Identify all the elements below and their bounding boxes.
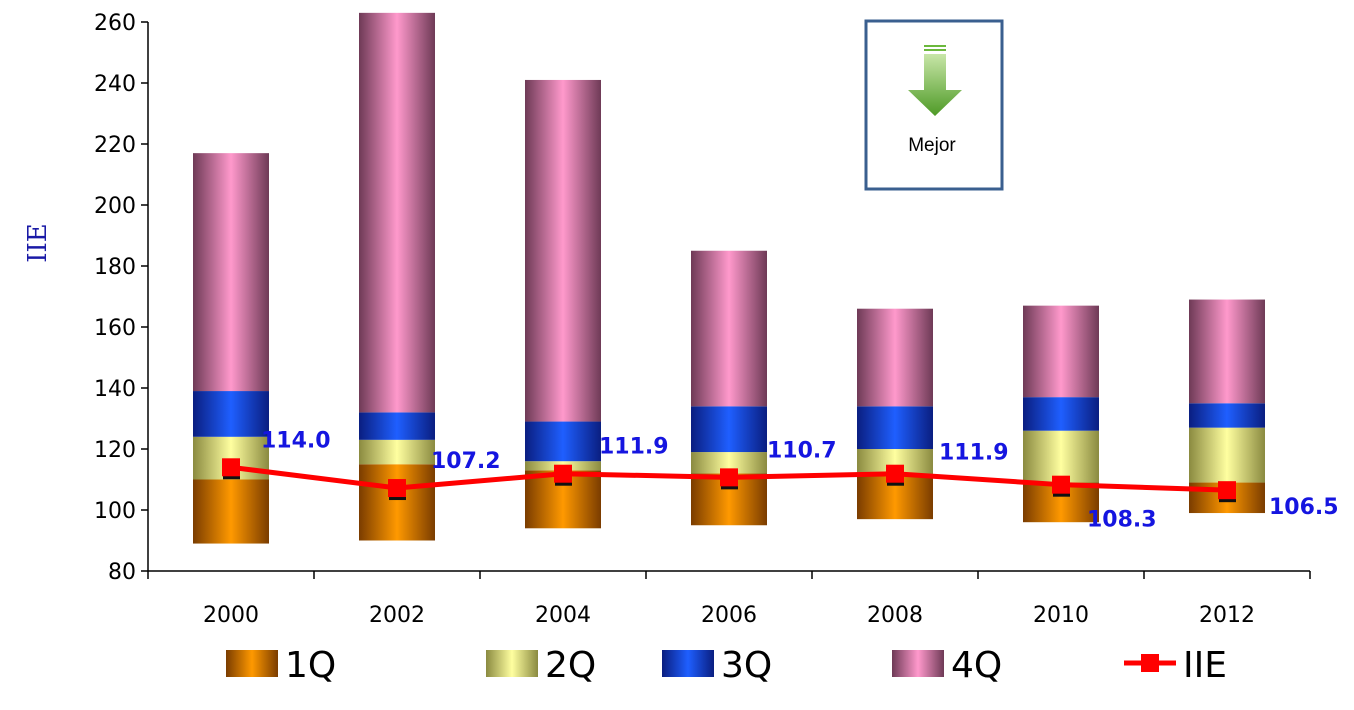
axes: 80 100 120 140 160 180 200 220 240 260 2000 2002 200… [94, 11, 1311, 628]
data-labels-layer: 114.0 107.2 111.9 110.7 111.9 108.3 106.5 [261, 428, 1339, 532]
legend-label: 2Q [545, 645, 596, 686]
legend-swatch [486, 650, 538, 677]
iie-marker-2006 [720, 468, 738, 487]
bar-4q-2010 [1023, 305, 1099, 398]
bar-3q-2004 [525, 421, 601, 462]
iie-marker-2004 [554, 464, 572, 483]
legend-item-3q: 3Q [662, 645, 772, 686]
iie-marker-2008 [886, 464, 904, 483]
bar-2q-2010 [1023, 430, 1099, 483]
bar-4q-2008 [857, 308, 933, 407]
x-tick-label: 2012 [1199, 603, 1255, 628]
arrow-down-icon [908, 45, 962, 116]
legend-label: 4Q [951, 645, 1002, 686]
x-tick-label: 2004 [535, 603, 591, 628]
legend-swatch [226, 650, 278, 677]
y-tick-label: 80 [108, 560, 136, 585]
bar-4q-2012 [1189, 299, 1265, 404]
y-tick-label: 100 [94, 499, 136, 524]
y-tick-label: 160 [94, 316, 136, 341]
bar-1q-2000 [193, 479, 269, 544]
legend-item-4q: 4Q [892, 645, 1002, 686]
annotation-box: Mejor [864, 19, 1004, 191]
bar-3q-2010 [1023, 397, 1099, 431]
iie-line-layer [222, 458, 1236, 503]
x-tick-label: 2002 [369, 603, 425, 628]
bar-2q-2002 [359, 439, 435, 465]
annotation-text: Mejor [908, 135, 956, 156]
iie-marker-2010 [1052, 475, 1070, 494]
legend-label: 3Q [721, 645, 772, 686]
bar-4q-2004 [525, 79, 601, 422]
bars-layer [193, 12, 1265, 544]
legend-label: IIE [1183, 645, 1227, 686]
legend: 1Q 2Q 3Q 4Q IIE [226, 645, 1227, 686]
x-tick-label: 2000 [203, 603, 259, 628]
y-tick-label: 120 [94, 438, 136, 463]
legend-item-1q: 1Q [226, 645, 336, 686]
legend-label: 1Q [285, 645, 336, 686]
data-label-2002: 107.2 [431, 449, 501, 474]
y-tick-label: 260 [94, 11, 136, 36]
bar-4q-2002 [359, 12, 435, 413]
x-tick-label: 2006 [701, 603, 757, 628]
bar-3q-2002 [359, 412, 435, 440]
data-label-2006: 110.7 [767, 438, 837, 463]
bar-2q-2006 [691, 452, 767, 474]
bar-3q-2006 [691, 406, 767, 453]
x-tick-label: 2010 [1033, 603, 1089, 628]
iie-marker-2002 [388, 479, 406, 498]
bar-4q-2006 [691, 250, 767, 407]
data-label-2004: 111.9 [599, 435, 669, 460]
data-label-2000: 114.0 [261, 428, 331, 453]
bar-3q-2012 [1189, 403, 1265, 428]
data-label-2008: 111.9 [939, 441, 1009, 466]
bar-1q-2002 [359, 464, 435, 541]
legend-marker [1141, 654, 1159, 672]
bar-3q-2000 [193, 391, 269, 437]
legend-swatch [662, 650, 714, 677]
data-label-2010: 108.3 [1087, 508, 1157, 533]
y-tick-label: 200 [94, 194, 136, 219]
y-tick-label: 220 [94, 133, 136, 158]
y-tick-label: 140 [94, 377, 136, 402]
y-axis-label: IIE [23, 223, 53, 263]
y-tick-label: 180 [94, 255, 136, 280]
iie-marker-2000 [222, 458, 240, 477]
data-label-2012: 106.5 [1269, 495, 1339, 520]
legend-item-2q: 2Q [486, 645, 596, 686]
x-tick-label: 2008 [867, 603, 923, 628]
legend-swatch [892, 650, 944, 677]
legend-item-iie: IIE [1124, 645, 1227, 686]
bar-3q-2008 [857, 406, 933, 449]
bar-2q-2012 [1189, 427, 1265, 483]
bar-4q-2000 [193, 153, 269, 392]
iie-marker-2012 [1218, 481, 1236, 500]
y-tick-label: 240 [94, 72, 136, 97]
